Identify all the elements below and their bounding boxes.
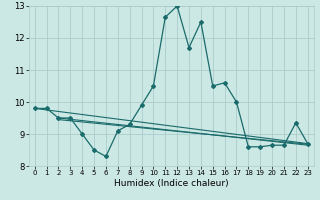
X-axis label: Humidex (Indice chaleur): Humidex (Indice chaleur)	[114, 179, 228, 188]
